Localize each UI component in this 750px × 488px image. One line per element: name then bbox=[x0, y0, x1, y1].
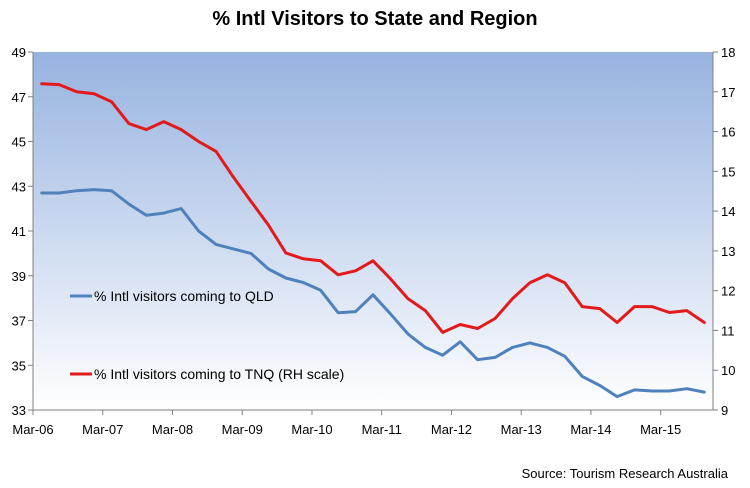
x-tick-label: Mar-06 bbox=[12, 422, 53, 437]
right-tick-label: 13 bbox=[721, 244, 735, 259]
x-tick-label: Mar-13 bbox=[501, 422, 542, 437]
right-tick-label: 9 bbox=[721, 403, 728, 418]
left-tick-label: 39 bbox=[12, 269, 26, 284]
legend-label: % Intl visitors coming to TNQ (RH scale) bbox=[94, 366, 344, 382]
plot-area bbox=[33, 52, 713, 410]
legend-label: % Intl visitors coming to QLD bbox=[94, 288, 274, 304]
x-tick-label: Mar-08 bbox=[152, 422, 193, 437]
x-tick-label: Mar-10 bbox=[291, 422, 332, 437]
right-tick-label: 12 bbox=[721, 284, 735, 299]
source-note: Source: Tourism Research Australia bbox=[521, 466, 728, 481]
left-tick-label: 49 bbox=[12, 45, 26, 60]
x-tick-label: Mar-12 bbox=[431, 422, 472, 437]
right-axis-ticks: 9 10 11 12 13 14 15 16 17 18 bbox=[713, 45, 735, 418]
left-tick-label: 33 bbox=[12, 403, 26, 418]
left-tick-label: 43 bbox=[12, 179, 26, 194]
right-tick-label: 14 bbox=[721, 204, 735, 219]
right-tick-label: 10 bbox=[721, 363, 735, 378]
series-layer bbox=[40, 82, 706, 399]
x-tick-label: Mar-14 bbox=[570, 422, 611, 437]
x-tick-label: Mar-15 bbox=[640, 422, 681, 437]
right-tick-label: 11 bbox=[721, 323, 735, 338]
right-tick-label: 17 bbox=[721, 85, 735, 100]
right-tick-label: 18 bbox=[721, 45, 735, 60]
x-axis-ticks: Mar-06 Mar-07 Mar-08 Mar-09 Mar-10 Mar-11 Mar-… bbox=[12, 410, 681, 437]
left-axis-ticks: 33 35 37 39 41 43 45 47 49 bbox=[12, 45, 33, 418]
x-tick-label: Mar-11 bbox=[362, 422, 402, 437]
legend: % Intl visitors coming to QLD % Intl visi… bbox=[70, 288, 344, 382]
left-tick-label: 37 bbox=[12, 314, 26, 329]
left-tick-label: 41 bbox=[12, 224, 26, 239]
series-line-tnq bbox=[40, 82, 706, 334]
x-tick-label: Mar-09 bbox=[222, 422, 263, 437]
series-line-qld bbox=[40, 188, 706, 399]
x-tick-label: Mar-07 bbox=[82, 422, 123, 437]
right-tick-label: 16 bbox=[721, 125, 735, 140]
chart-title: % Intl Visitors to State and Region bbox=[212, 8, 538, 30]
left-tick-label: 45 bbox=[12, 135, 26, 150]
right-tick-label: 15 bbox=[721, 164, 735, 179]
left-tick-label: 35 bbox=[12, 358, 26, 373]
left-tick-label: 47 bbox=[12, 90, 26, 105]
